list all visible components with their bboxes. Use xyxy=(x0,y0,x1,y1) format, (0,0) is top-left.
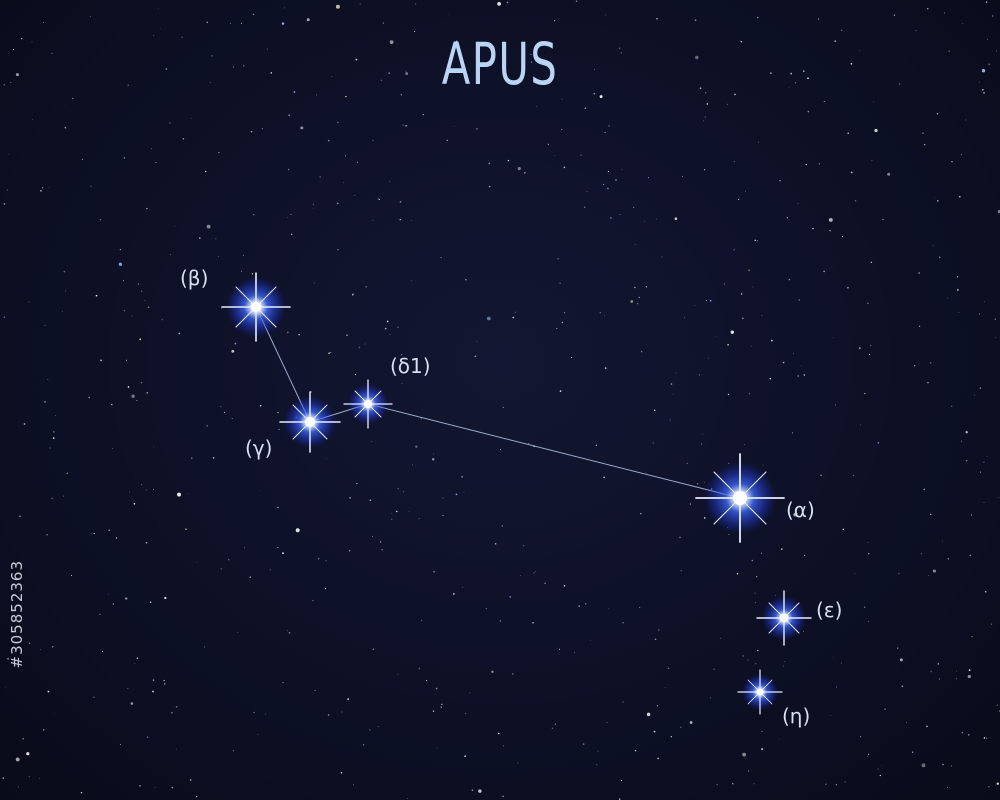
star-eta xyxy=(738,670,782,714)
stock-id-watermark: #305852363 xyxy=(8,560,26,668)
label-epsilon: (ε) xyxy=(816,598,842,622)
constellation-title: APUS xyxy=(140,30,860,98)
label-delta1: (δ1) xyxy=(390,354,431,378)
constellation-lines xyxy=(256,307,740,498)
star-alpha xyxy=(696,454,784,542)
label-beta: (β) xyxy=(180,266,208,290)
label-gamma: (γ) xyxy=(245,436,272,460)
star-delta1 xyxy=(344,380,392,428)
star-gamma xyxy=(280,392,340,452)
star-beta xyxy=(222,273,290,341)
star-epsilon xyxy=(757,591,811,645)
line-delta1-alpha xyxy=(368,404,740,498)
label-alpha: (α) xyxy=(786,498,815,522)
label-eta: (η) xyxy=(782,704,810,728)
